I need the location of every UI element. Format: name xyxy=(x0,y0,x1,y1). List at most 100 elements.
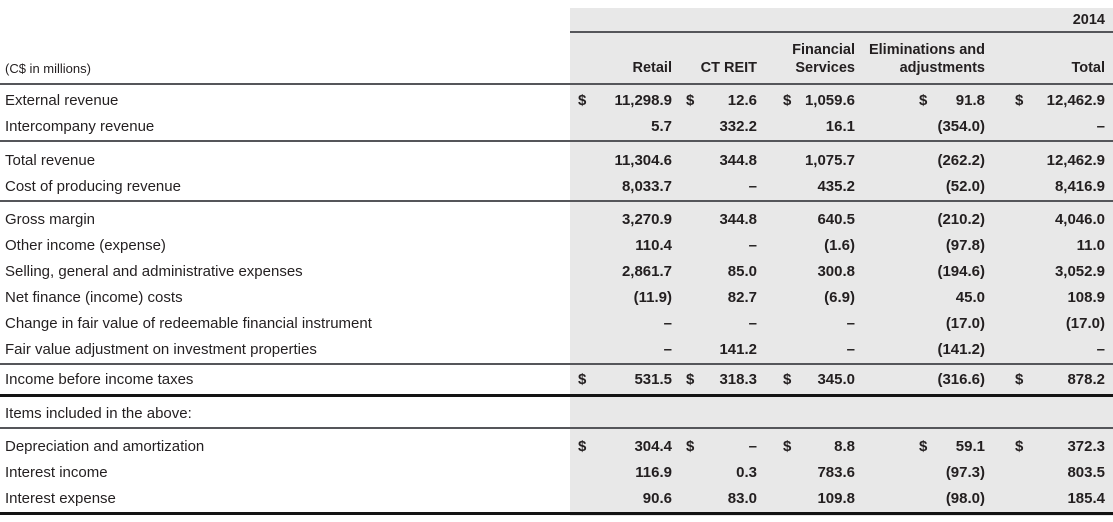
cell-retail: 116.9 xyxy=(570,460,672,486)
cell-total: 11.0 xyxy=(985,233,1105,259)
cell-value: (52.0) xyxy=(945,178,985,195)
cell-financial-services xyxy=(757,401,855,427)
row-values: $304.4 $ – $8.8 $59.1 $372.3 xyxy=(570,434,1113,460)
cell-value: – xyxy=(748,315,757,332)
row-label: Selling, general and administrative expe… xyxy=(5,263,303,280)
cell-value: 640.5 xyxy=(817,211,855,228)
row-group: Total revenue 11,304.6 344.8 1,075.7 (262.2)… xyxy=(0,142,1113,202)
cell-value: 83.0 xyxy=(727,490,757,507)
cell-total: – xyxy=(985,337,1105,363)
cell-value: 141.2 xyxy=(719,341,757,358)
cell-value: – xyxy=(663,341,672,358)
table-row: Items included in the above: xyxy=(0,401,1113,427)
cell-value: 803.5 xyxy=(1067,464,1105,481)
row-label: External revenue xyxy=(5,92,119,109)
cell-value: 12.6 xyxy=(727,92,757,109)
cell-value: – xyxy=(1096,341,1105,358)
cell-value: – xyxy=(663,315,672,332)
cell-retail: 11,304.6 xyxy=(570,148,672,174)
cell-ct-reit: 82.7 xyxy=(672,285,757,311)
cell-ct-reit: 141.2 xyxy=(672,337,757,363)
table-row: Other income (expense) 110.4– (1.6) (97.8) 1… xyxy=(0,233,1113,259)
cell-retail: 110.4 xyxy=(570,233,672,259)
cell-value: 345.0 xyxy=(817,371,855,388)
cell-value: (11.9) xyxy=(633,289,672,306)
cell-value: 108.9 xyxy=(1067,289,1105,306)
cell-value: (97.3) xyxy=(945,464,985,481)
cell-eliminations: 45.0 xyxy=(855,285,985,311)
cell-value: 318.3 xyxy=(719,371,757,388)
year-label: 2014 xyxy=(1072,11,1105,28)
row-label: Income before income taxes xyxy=(5,371,194,388)
currency-symbol: $ xyxy=(578,438,587,455)
cell-value: 11.0 xyxy=(1076,237,1105,254)
cell-total: 4,046.0 xyxy=(985,207,1105,233)
cell-value: 90.6 xyxy=(642,490,672,507)
cell-value: (316.6) xyxy=(937,371,985,388)
column-headers: Retail CT REIT Financial Services Elimin… xyxy=(570,41,1113,83)
row-values: 2,861.7 85.0 300.8 (194.6) 3,052.9 xyxy=(570,259,1113,285)
cell-total: $372.3 xyxy=(985,434,1105,460)
currency-symbol: $ xyxy=(1015,92,1024,109)
cell-value: 8,033.7 xyxy=(621,178,672,195)
row-group: Gross margin 3,270.9 344.8 640.5 (210.2) 4,04… xyxy=(0,202,1113,365)
table-row: Cost of producing revenue 8,033.7 – 435.2 (5… xyxy=(0,174,1113,200)
cell-value: 8,416.9 xyxy=(1054,178,1105,195)
currency-symbol: $ xyxy=(1015,438,1024,455)
cell-retail: 3,270.9 xyxy=(570,207,672,233)
cell-total: 185.4 xyxy=(985,486,1105,512)
cell-value: 2,861.7 xyxy=(621,263,672,280)
cell-eliminations: (210.2) xyxy=(855,207,985,233)
cell-eliminations: $91.8 xyxy=(855,88,985,114)
row-group: Income before income taxes $531.5 $318.3 $3… xyxy=(0,365,1113,397)
cell-value: – xyxy=(748,438,757,455)
cell-value: 1,059.6 xyxy=(804,92,855,109)
column-header-eliminations: Eliminations and adjustments xyxy=(868,41,985,76)
row-label: Items included in the above: xyxy=(5,405,192,422)
cell-value: 783.6 xyxy=(817,464,855,481)
cell-total: – xyxy=(985,114,1105,140)
cell-financial-services: (6.9) xyxy=(757,285,855,311)
cell-eliminations: (98.0) xyxy=(855,486,985,512)
cell-value: (98.0) xyxy=(945,490,985,507)
cell-value: 344.8 xyxy=(719,211,757,228)
cell-ct-reit: 344.8 xyxy=(672,148,757,174)
cell-value: 1,075.7 xyxy=(804,152,855,169)
row-values xyxy=(570,401,1113,427)
cell-retail: $531.5 xyxy=(570,367,672,393)
currency-symbol: $ xyxy=(919,92,928,109)
cell-retail: – xyxy=(570,337,672,363)
table-row: Selling, general and administrative expe… xyxy=(0,259,1113,285)
cell-value: (97.8) xyxy=(945,237,985,254)
table-row: Gross margin 3,270.9 344.8 640.5 (210.2) 4,04… xyxy=(0,207,1113,233)
cell-value: (194.6) xyxy=(937,263,985,280)
table-row: Fair value adjustment on investment prop… xyxy=(0,337,1113,363)
currency-symbol: $ xyxy=(578,92,587,109)
cell-financial-services: (1.6) xyxy=(757,233,855,259)
row-values: (11.9) 82.7 (6.9) 45.0 108.9 xyxy=(570,285,1113,311)
cell-value: (141.2) xyxy=(937,341,985,358)
row-values: $11,298.9 $12.6 $1,059.6 $91.8 $12,462.9 xyxy=(570,88,1113,114)
row-label: Change in fair value of redeemable finan… xyxy=(5,315,372,332)
cell-ct-reit: 85.0 xyxy=(672,259,757,285)
cell-value: 0.3 xyxy=(736,464,757,481)
year-band-spacer xyxy=(0,8,570,33)
cell-value: – xyxy=(846,341,855,358)
cell-total xyxy=(985,401,1105,427)
cell-financial-services: 16.1 xyxy=(757,114,855,140)
cell-eliminations: (17.0) xyxy=(855,311,985,337)
cell-retail: 2,861.7 xyxy=(570,259,672,285)
cell-eliminations: (97.3) xyxy=(855,460,985,486)
cell-eliminations: (262.2) xyxy=(855,148,985,174)
cell-total: 803.5 xyxy=(985,460,1105,486)
cell-value: 878.2 xyxy=(1067,371,1105,388)
row-label: Cost of producing revenue xyxy=(5,178,181,195)
row-label: Interest income xyxy=(5,464,108,481)
cell-total: 12,462.9 xyxy=(985,148,1105,174)
row-label: Gross margin xyxy=(5,211,96,228)
cell-ct-reit: $ – xyxy=(672,434,757,460)
cell-value: 531.5 xyxy=(634,371,672,388)
cell-financial-services: 1,075.7 xyxy=(757,148,855,174)
cell-value: – xyxy=(748,237,757,254)
cell-value: 85.0 xyxy=(727,263,757,280)
